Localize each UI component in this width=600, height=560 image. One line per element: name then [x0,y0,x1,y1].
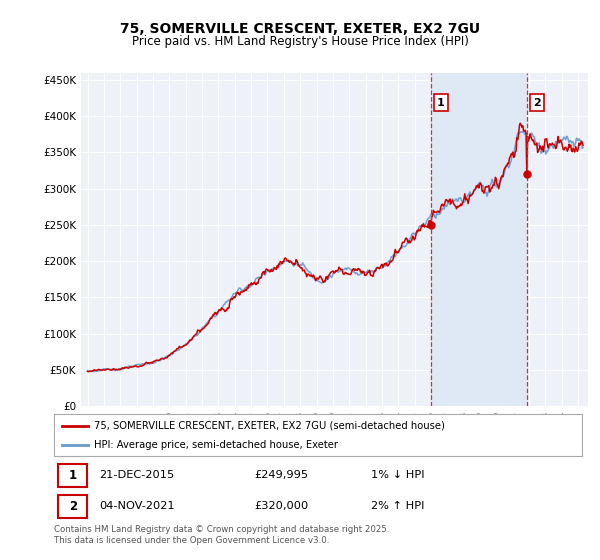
Text: Price paid vs. HM Land Registry's House Price Index (HPI): Price paid vs. HM Land Registry's House … [131,35,469,48]
Text: 75, SOMERVILLE CRESCENT, EXETER, EX2 7GU: 75, SOMERVILLE CRESCENT, EXETER, EX2 7GU [120,22,480,36]
Text: Contains HM Land Registry data © Crown copyright and database right 2025.
This d: Contains HM Land Registry data © Crown c… [54,525,389,545]
Bar [431,73,527,406]
Bar [58,494,87,517]
Text: 21-DEC-2015: 21-DEC-2015 [99,470,174,480]
Text: 2% ↑ HPI: 2% ↑ HPI [371,501,424,511]
Text: 75, SOMERVILLE CRESCENT, EXETER, EX2 7GU (semi-detached house): 75, SOMERVILLE CRESCENT, EXETER, EX2 7GU… [94,421,445,431]
Text: 1% ↓ HPI: 1% ↓ HPI [371,470,424,480]
Text: £249,995: £249,995 [254,470,309,480]
Text: 04-NOV-2021: 04-NOV-2021 [99,501,175,511]
Bar [58,464,87,487]
Text: 1: 1 [437,98,445,108]
Text: HPI: Average price, semi-detached house, Exeter: HPI: Average price, semi-detached house,… [94,440,338,450]
Text: £320,000: £320,000 [254,501,309,511]
Text: 2: 2 [533,98,541,108]
Text: 1: 1 [68,469,77,482]
Text: 2: 2 [68,500,77,513]
